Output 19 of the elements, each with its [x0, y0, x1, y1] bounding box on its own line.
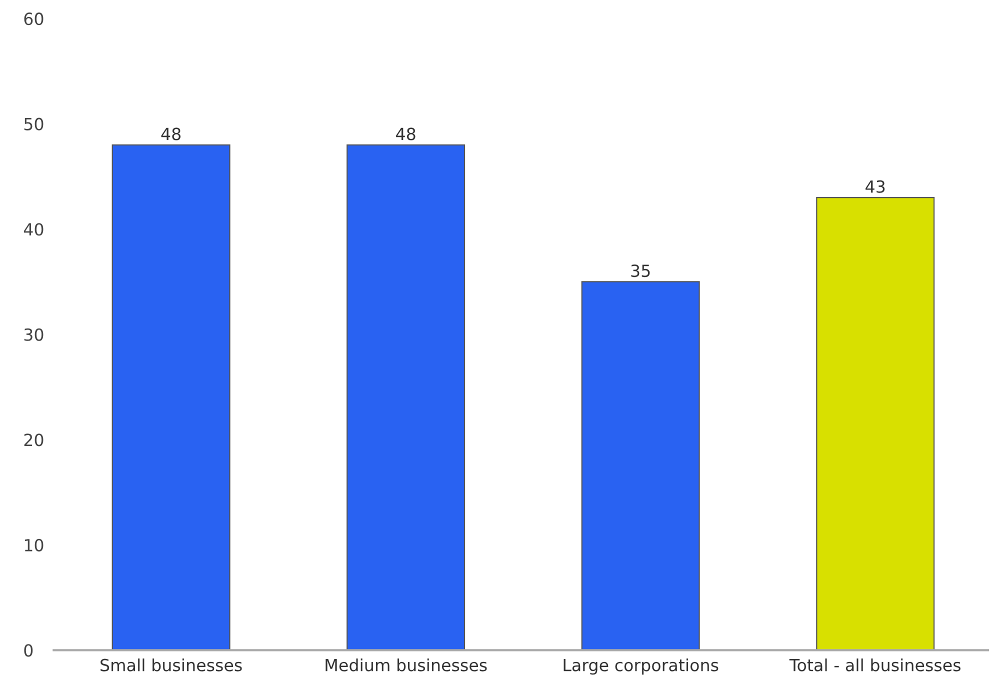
y-tick-label: 50 — [24, 118, 44, 130]
x-tick-label: Medium businesses — [326, 658, 487, 672]
data-label: 43 — [866, 180, 885, 193]
x-tick-label: Large corporations — [564, 658, 718, 675]
y-tick-label: 0 — [24, 644, 33, 657]
bar — [581, 281, 700, 650]
bar — [112, 144, 230, 650]
data-label: 48 — [161, 128, 181, 140]
y-tick-label: 10 — [24, 538, 44, 552]
data-label: 48 — [396, 128, 416, 140]
y-tick-label: 60 — [24, 12, 44, 26]
x-tick-label: Total - all businesses — [789, 658, 960, 672]
data-label: 35 — [631, 264, 650, 278]
x-tick-label: Small businesses — [100, 658, 242, 672]
y-tick-label: 30 — [24, 328, 44, 341]
bar — [346, 144, 466, 650]
bar — [816, 196, 935, 650]
y-tick-label: 40 — [24, 223, 44, 236]
y-tick-label: 20 — [24, 434, 44, 446]
